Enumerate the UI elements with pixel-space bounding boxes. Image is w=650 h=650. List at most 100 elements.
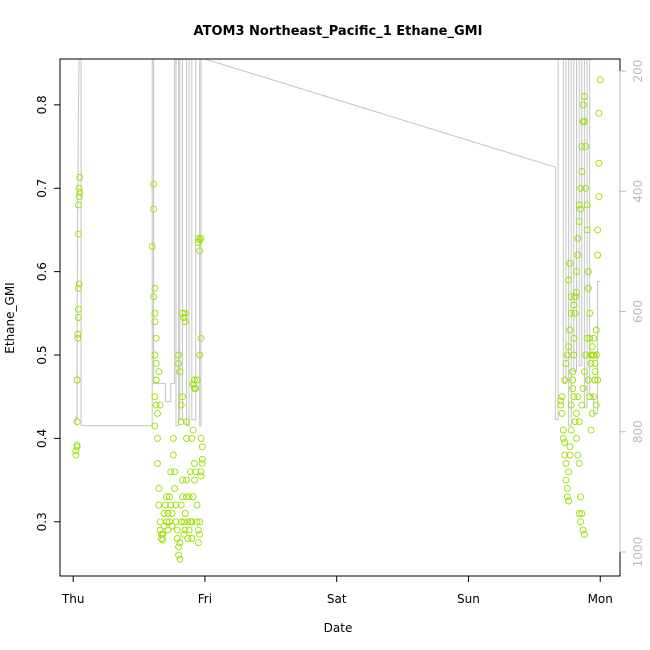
- data-point: [163, 518, 171, 526]
- data-point: [570, 393, 578, 401]
- data-point: [563, 493, 571, 501]
- data-point: [150, 205, 158, 213]
- data-point: [570, 301, 578, 309]
- data-point: [75, 193, 83, 201]
- data-point: [198, 459, 206, 467]
- data-point: [591, 376, 599, 384]
- data-point: [586, 309, 594, 317]
- data-point: [570, 351, 578, 359]
- data-point: [569, 368, 577, 376]
- data-point: [190, 376, 198, 384]
- data-point: [155, 368, 163, 376]
- data-point: [198, 455, 206, 463]
- data-point: [151, 351, 159, 359]
- data-point: [197, 434, 205, 442]
- data-point: [580, 530, 588, 538]
- data-point: [574, 251, 582, 259]
- data-point: [168, 522, 176, 530]
- data-point: [579, 526, 587, 534]
- data-point: [559, 434, 567, 442]
- data-point: [189, 426, 197, 434]
- data-point: [183, 493, 190, 501]
- data-point: [575, 510, 583, 517]
- data-point: [164, 526, 172, 534]
- line-series-layer: [75, 59, 601, 427]
- data-point: [185, 526, 193, 534]
- data-point: [189, 493, 197, 501]
- data-point: [154, 434, 161, 442]
- data-point: [175, 551, 183, 559]
- data-point: [562, 459, 570, 467]
- data-point: [181, 526, 189, 534]
- data-point: [155, 484, 163, 492]
- data-point: [579, 101, 587, 109]
- data-point: [171, 468, 179, 476]
- data-point: [168, 510, 176, 517]
- data-point: [558, 409, 566, 417]
- data-point: [176, 555, 184, 563]
- data-point: [592, 401, 600, 409]
- data-point: [579, 384, 587, 392]
- data-point: [183, 418, 190, 426]
- data-point: [74, 334, 82, 342]
- data-point: [577, 518, 584, 526]
- data-point: [184, 518, 192, 526]
- data-point: [159, 536, 167, 544]
- data-point: [167, 501, 175, 509]
- data-point: [578, 401, 586, 409]
- data-point: [592, 351, 600, 359]
- data-point: [74, 201, 82, 209]
- data-point: [575, 218, 583, 226]
- data-point: [574, 393, 582, 401]
- data-point: [148, 243, 156, 251]
- x-tick-label: Mon: [588, 592, 613, 606]
- data-point: [562, 359, 570, 367]
- data-point: [574, 234, 582, 242]
- data-point: [75, 280, 83, 288]
- data-point: [569, 384, 577, 392]
- data-point: [582, 143, 590, 151]
- data-point: [188, 434, 196, 442]
- data-point: [73, 418, 81, 426]
- data-point: [580, 368, 588, 376]
- data-point: [172, 501, 180, 509]
- data-point: [186, 468, 194, 476]
- data-point: [74, 305, 82, 313]
- y2-tick-label: 800: [631, 420, 645, 443]
- data-point: [152, 401, 160, 409]
- data-point: [160, 510, 168, 517]
- data-point: [163, 493, 171, 501]
- data-point: [73, 441, 81, 449]
- data-point: [567, 293, 575, 301]
- data-point: [151, 284, 159, 292]
- data-point: [184, 535, 192, 542]
- x-tick-label: Sun: [457, 592, 480, 606]
- data-point: [158, 535, 165, 542]
- data-point: [584, 268, 592, 276]
- data-point: [570, 334, 578, 342]
- data-point: [169, 434, 177, 442]
- data-point: [74, 230, 82, 238]
- y-tick-label: 0.5: [35, 345, 49, 364]
- y-axis-label: Ethane_GMI: [3, 282, 17, 353]
- y2-tick-label: 1000: [631, 537, 645, 568]
- gmi-line-trace: [75, 59, 601, 427]
- data-point: [190, 459, 198, 467]
- data-point: [594, 376, 602, 384]
- data-point: [196, 530, 204, 538]
- y-tick-label: 0.6: [35, 262, 49, 281]
- data-point: [590, 334, 598, 342]
- data-point: [150, 180, 158, 188]
- data-point: [571, 309, 579, 317]
- data-point: [567, 309, 575, 317]
- data-point: [571, 293, 579, 301]
- data-point: [74, 284, 82, 292]
- data-point: [591, 368, 599, 376]
- data-point: [562, 476, 570, 484]
- data-point: [565, 497, 573, 505]
- data-point: [75, 184, 83, 192]
- data-point: [175, 543, 183, 551]
- plot-box: [59, 58, 621, 577]
- data-point: [169, 451, 177, 459]
